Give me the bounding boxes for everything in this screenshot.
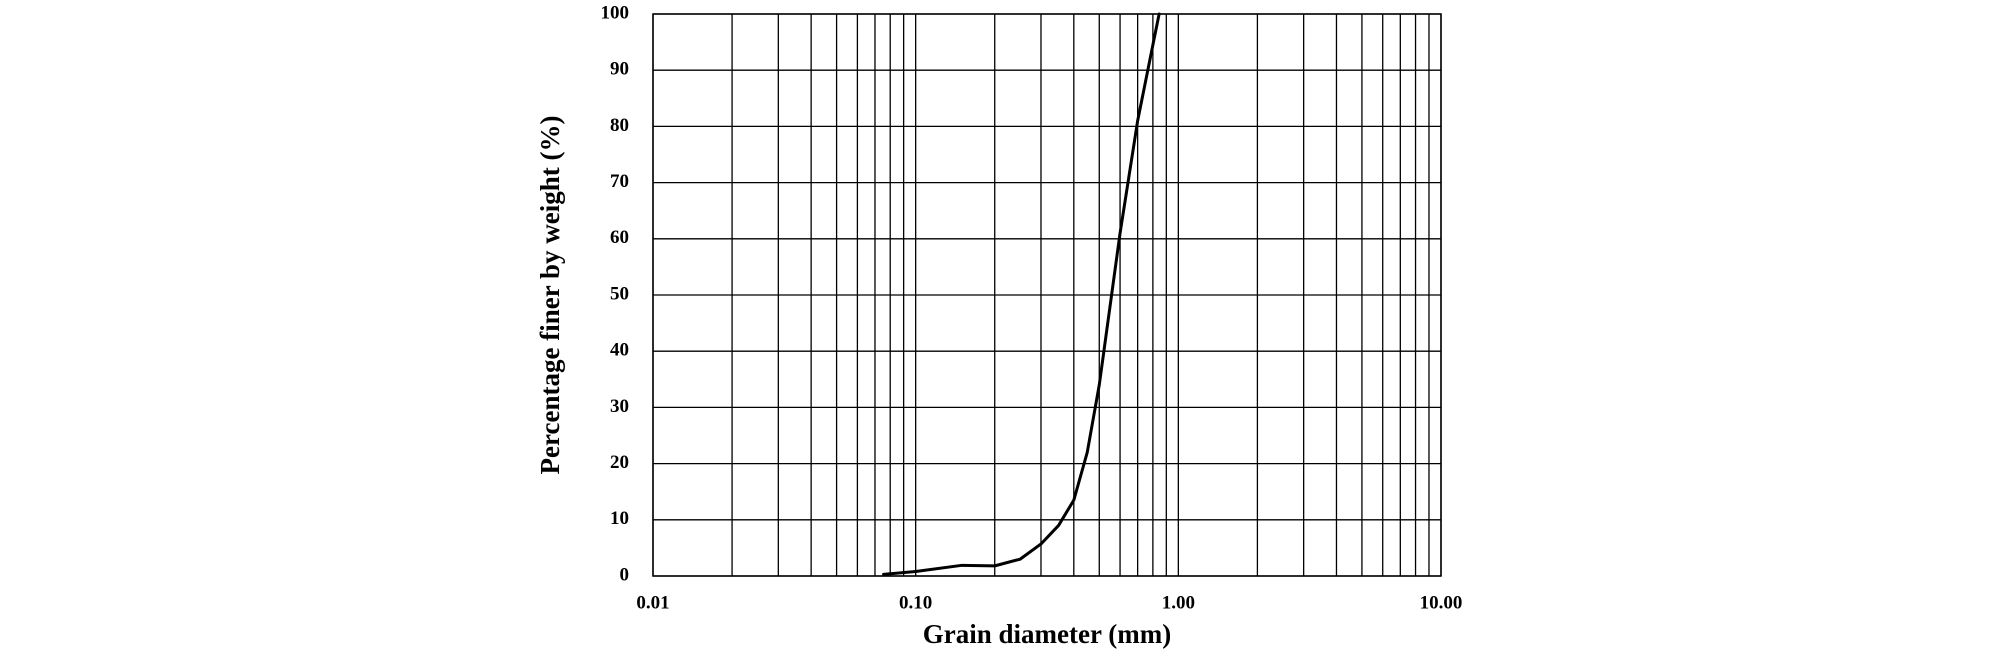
y-tick-label: 0 bbox=[620, 564, 630, 585]
plot-frame bbox=[652, 13, 1442, 577]
y-tick-label: 50 bbox=[610, 283, 629, 304]
y-axis-title: Percentage finer by weight (%) bbox=[535, 116, 565, 475]
data-line bbox=[882, 12, 1161, 576]
x-tick-label: 0.01 bbox=[636, 592, 669, 613]
x-tick-label: 0.10 bbox=[899, 592, 932, 613]
y-tick-label: 70 bbox=[610, 171, 629, 192]
y-tick-label: 60 bbox=[610, 227, 629, 248]
y-tick-label: 40 bbox=[610, 340, 629, 361]
x-tick-label: 10.00 bbox=[1420, 592, 1463, 613]
y-tick-label: 100 bbox=[601, 2, 630, 23]
x-axis-title: Grain diameter (mm) bbox=[923, 619, 1171, 649]
y-tick-label: 30 bbox=[610, 396, 629, 417]
y-tick-label: 80 bbox=[610, 115, 629, 136]
y-tick-label: 20 bbox=[610, 452, 629, 473]
x-tick-label: 1.00 bbox=[1162, 592, 1195, 613]
y-tick-label: 10 bbox=[610, 508, 629, 529]
y-tick-label: 90 bbox=[610, 59, 629, 80]
